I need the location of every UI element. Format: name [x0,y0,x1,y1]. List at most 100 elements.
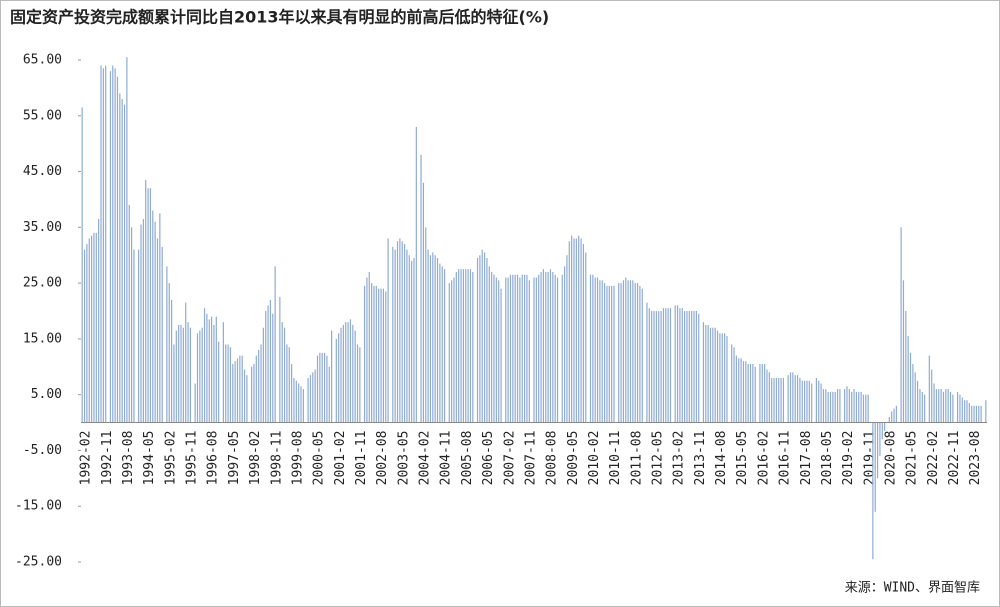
x-tick-label: 2006-05 [481,431,496,486]
bar [451,280,453,423]
bar [145,179,147,423]
bar [879,422,881,457]
bar [300,386,302,423]
bar [865,394,867,423]
bar [168,283,170,423]
bar [684,311,686,423]
x-tick-label: 1993-08 [121,431,136,486]
bar [931,369,933,423]
bar [199,330,201,423]
bar [185,302,187,423]
bar [874,422,876,512]
bar [829,391,832,423]
x-tick-label: 2023-08 [968,431,983,486]
bar [601,280,603,423]
bar [514,274,516,423]
bar [709,327,712,423]
bar [335,338,337,423]
bar [815,377,817,423]
x-tick-label: 2001-11 [354,431,369,486]
bar [307,377,309,423]
bar [832,391,834,423]
x-tick-label: 1998-02 [248,431,263,486]
bar [820,383,822,423]
bar [942,391,945,423]
bar [566,255,568,423]
bar [968,403,970,423]
x-tick-label: 2014-08 [714,431,729,486]
bar [966,400,968,423]
bar [488,266,490,423]
bar [453,277,455,423]
bar [653,311,655,423]
bar [759,363,761,423]
bar [203,308,206,423]
bar [130,227,133,423]
bar [787,375,789,423]
bar [686,311,688,423]
bar [495,277,497,423]
bar [476,258,479,423]
bar [540,271,542,423]
x-tick-label: 2017-08 [799,431,814,486]
bar [655,311,657,423]
bar [328,366,330,423]
bar [396,241,399,423]
bar [985,400,987,423]
bar [239,355,241,423]
bar [211,316,213,423]
bar [971,405,973,423]
bar [394,249,396,423]
bar [180,324,182,423]
bar [269,299,272,423]
bar [702,322,705,423]
bar [166,266,168,423]
bar [721,333,723,423]
bar [928,355,930,423]
bar [109,71,112,423]
bar [116,76,119,423]
bar [658,311,660,423]
bar [436,258,439,423]
bar [173,344,175,423]
bar [888,416,890,423]
y-tick-label: -15.00 [15,499,62,514]
bar [740,358,742,423]
bar [154,221,156,423]
bar [771,377,773,423]
bar [691,311,693,423]
bar [236,358,239,423]
bar [460,269,462,423]
bar [295,380,297,423]
bar [775,377,777,423]
bar [594,277,596,423]
bar [274,266,276,423]
bar [429,255,432,423]
bar [975,405,978,423]
bar [509,274,512,423]
bar [373,285,375,423]
bar [947,389,949,423]
x-tick-label: 2004-11 [439,431,454,486]
bar [959,394,961,423]
y-tick-label: -5.00 [23,443,62,458]
bar [123,104,126,423]
bar [427,249,429,423]
bar [556,277,559,423]
x-tick-label: 1996-08 [206,431,221,486]
x-tick-label: 2003-05 [396,431,411,486]
bar [681,308,683,423]
bar [241,355,243,423]
bar [262,327,264,423]
bar [255,355,257,423]
bar [291,363,293,423]
bar [114,68,116,423]
bar [827,391,829,423]
bar [651,311,653,423]
bar [380,288,382,423]
bar [596,277,599,423]
bar [422,182,424,423]
bar [961,397,963,423]
bar [660,311,662,423]
bar [589,274,592,423]
